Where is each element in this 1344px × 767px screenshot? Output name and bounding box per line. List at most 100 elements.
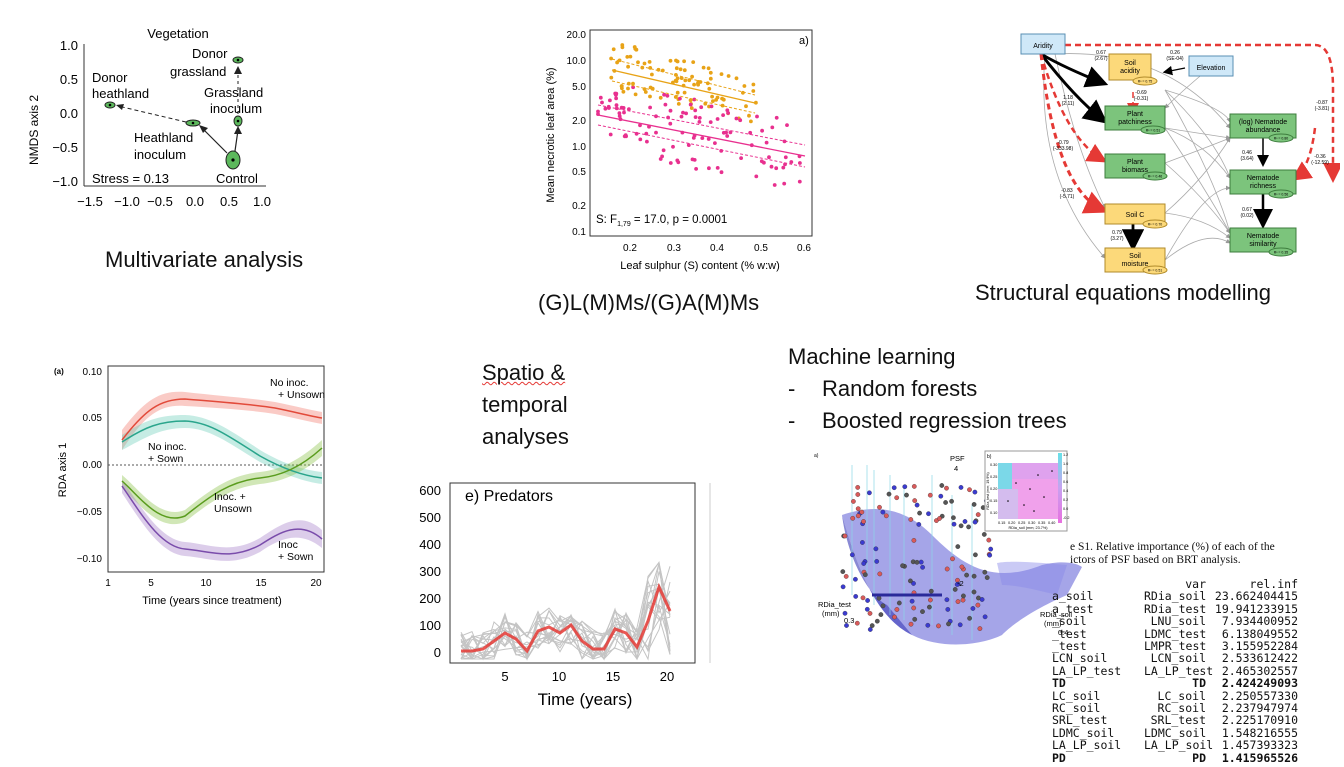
brt-cell-var: LDMC_test bbox=[1144, 626, 1207, 641]
sem-r2: R² = 0.70 bbox=[1148, 223, 1163, 227]
scatter-point-pink bbox=[755, 114, 759, 119]
brt3d-point bbox=[908, 578, 913, 584]
scatter-point-orange bbox=[682, 68, 687, 73]
rda-ytick: −0.05 bbox=[77, 507, 103, 518]
table-row: RC_soil RC_soil 2.237947974 bbox=[1052, 702, 1342, 715]
brt-header-inf: rel.inf bbox=[1249, 577, 1298, 591]
brt3d-scale: -0.2 bbox=[1063, 516, 1070, 520]
sem-coef: -0.87 bbox=[1316, 100, 1328, 106]
sem-node-plant-patchiness: patchiness bbox=[1118, 119, 1152, 126]
scatter-point-orange bbox=[636, 60, 640, 65]
caption-ml-brt: Boosted regression trees bbox=[822, 408, 1067, 433]
brt3d-point bbox=[972, 519, 978, 525]
brt-cell-var: SRL_test bbox=[1150, 713, 1206, 728]
rda-ylabel: RDA axis 1 bbox=[57, 443, 69, 497]
rda-label-no-unsown: No inoc. bbox=[270, 377, 309, 389]
brt3d-surface-main bbox=[842, 509, 1082, 645]
caption-spatio-word: Spatio & bbox=[482, 360, 566, 385]
brt3d-point bbox=[960, 597, 966, 603]
brt3d-point bbox=[959, 564, 965, 570]
scatter-point-orange bbox=[720, 103, 725, 108]
brt-cell-var: LA_LP_soil bbox=[1144, 738, 1214, 753]
bullet-dash: - bbox=[788, 376, 796, 401]
brt-cell-relinf: 6.138049552 bbox=[1221, 626, 1298, 641]
sem-coef: -0.36 bbox=[1314, 154, 1326, 160]
scatter-point-pink bbox=[608, 98, 612, 103]
scatter-point-pink bbox=[769, 164, 774, 169]
brt-cell-name: LA_LP_soil bbox=[1052, 738, 1122, 753]
predators-title: e) Predators bbox=[465, 488, 553, 505]
scatter-point-orange bbox=[690, 74, 694, 79]
brt3d-point bbox=[938, 493, 944, 499]
brt3d-point bbox=[939, 483, 945, 488]
sem-r2: R² = 0.80 bbox=[1274, 137, 1289, 141]
sem-node-nematode-richness: richness bbox=[1250, 183, 1277, 190]
scatter-point-pink bbox=[770, 125, 775, 130]
brt3d-point bbox=[943, 500, 948, 505]
scatter-point-pink bbox=[614, 106, 619, 111]
scatter-point-pink bbox=[774, 166, 779, 171]
brt3d-psf-tick: 4 bbox=[954, 464, 958, 473]
brt3d-point bbox=[911, 581, 916, 586]
scatter-point-orange bbox=[650, 72, 654, 77]
scatter-point-pink bbox=[739, 156, 743, 161]
brt3d-inset-xtick: 0.30 bbox=[1028, 521, 1035, 525]
scatter-point-pink bbox=[772, 183, 777, 187]
brt3d-inset-ytick: 0.20 bbox=[990, 487, 997, 491]
nmds-label-control: Control bbox=[216, 171, 258, 186]
sem-node-soil-c: Soil C bbox=[1126, 212, 1145, 219]
scatter-point-pink bbox=[715, 117, 720, 121]
scatter-point-pink bbox=[662, 92, 666, 97]
scatter-point-pink bbox=[596, 109, 600, 114]
brt3d-point bbox=[842, 610, 848, 616]
scatter-ytick: 0.1 bbox=[572, 227, 586, 238]
sem-node-elevation: Elevation bbox=[1197, 65, 1226, 72]
brt-header-var: var bbox=[1185, 577, 1206, 591]
scatter-point-orange bbox=[754, 100, 758, 105]
rda-label-no-unsown: + Unsown bbox=[278, 389, 325, 401]
scatter-point-orange bbox=[687, 78, 692, 83]
scatter-point-pink bbox=[679, 114, 684, 119]
scatter-point-orange bbox=[689, 106, 694, 110]
brt3d-point bbox=[873, 546, 879, 552]
scatter-point-pink bbox=[754, 174, 759, 179]
scatter-point-orange bbox=[751, 89, 756, 93]
brt3d-rdia-soil-tick: 0.4 bbox=[1058, 628, 1068, 637]
rda-ytick: 0.10 bbox=[83, 367, 103, 378]
brt3d-point bbox=[977, 626, 983, 631]
scatter-point-orange bbox=[682, 90, 687, 95]
brt-cell-name: _test bbox=[1052, 626, 1087, 641]
scatter-point-orange bbox=[621, 89, 626, 94]
rda-xtick: 15 bbox=[255, 578, 267, 589]
brt3d-point bbox=[842, 533, 848, 539]
sem-node-soil-moisture: Soil bbox=[1129, 253, 1141, 260]
rda-xtick: 20 bbox=[310, 578, 322, 589]
scatter-point-orange bbox=[647, 60, 652, 64]
brt3d-point bbox=[840, 584, 846, 590]
brt-cell-relinf: 2.225170910 bbox=[1221, 713, 1298, 728]
scatter-point-pink bbox=[782, 181, 787, 186]
scatter-point-orange bbox=[701, 65, 706, 70]
rda-label-no-sown: + Sown bbox=[148, 453, 183, 465]
brt3d-point bbox=[861, 561, 867, 566]
caption-ml: Machine learning - Random forests - Booste… bbox=[788, 341, 1067, 437]
scatter-point-orange bbox=[708, 76, 713, 81]
brt3d-point bbox=[944, 597, 950, 603]
caption-temporal: temporal bbox=[482, 392, 568, 417]
sem-coef: (-12.59) bbox=[1311, 160, 1329, 166]
brt3d-point bbox=[853, 576, 858, 582]
brt-cell-relinf: 3.155952284 bbox=[1221, 639, 1298, 654]
brt3d-scale: 0.6 bbox=[1063, 480, 1068, 484]
brt3d-point bbox=[957, 622, 963, 628]
nmds-ytick: 0.5 bbox=[60, 72, 78, 87]
scatter-point-pink bbox=[734, 116, 739, 121]
scatter-point-pink bbox=[748, 130, 753, 135]
scatter-point-orange bbox=[705, 81, 710, 86]
scatter-point-orange bbox=[683, 78, 688, 83]
brt3d-inset-xtick: 0.25 bbox=[1018, 521, 1025, 525]
brt-cell-relinf: 2.250557330 bbox=[1221, 688, 1298, 703]
scatter-point-pink bbox=[798, 161, 802, 165]
scatter-point-pink bbox=[774, 115, 779, 120]
scatter-point-orange bbox=[708, 70, 713, 75]
nmds-ytick: −1.0 bbox=[52, 174, 78, 189]
